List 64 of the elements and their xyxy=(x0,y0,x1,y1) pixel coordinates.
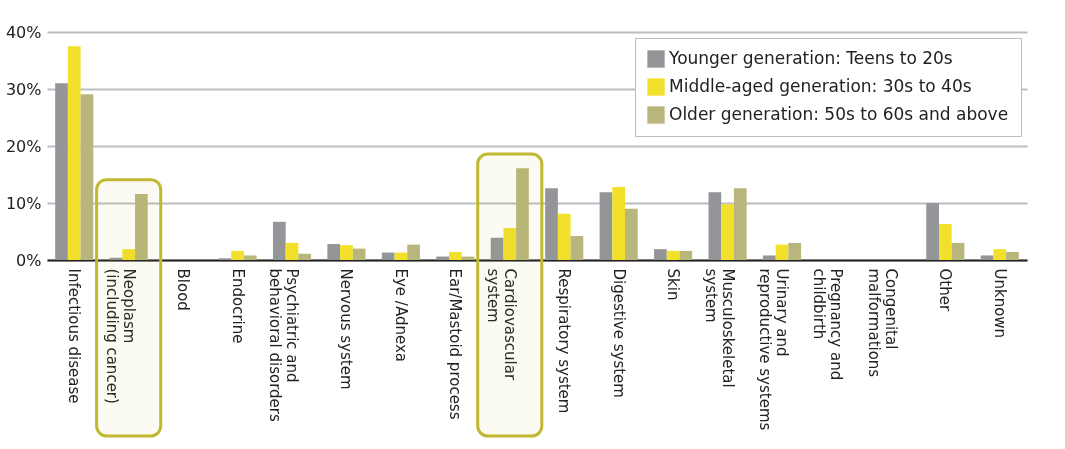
bar xyxy=(708,192,722,260)
x-tick-label: Endocrine xyxy=(228,268,247,344)
y-tick-label: 20% xyxy=(5,136,42,156)
bar xyxy=(721,204,734,260)
x-tick-label: Blood xyxy=(174,268,193,311)
bar xyxy=(327,244,341,260)
x-tick-label: Other xyxy=(936,268,955,312)
bar xyxy=(938,224,952,260)
bar xyxy=(298,253,312,260)
bar xyxy=(545,188,558,260)
x-tick-label: Eye /Adnexa xyxy=(391,268,410,362)
bar xyxy=(272,221,286,260)
x-tick-label: Skin xyxy=(664,268,683,301)
bar xyxy=(407,244,420,260)
x-tick-label: Musculoskeletal system xyxy=(701,268,737,388)
y-tick-label: 10% xyxy=(5,193,42,213)
x-tick-label: Ear/Mastoid process xyxy=(446,268,465,420)
y-tick-label: 40% xyxy=(5,22,42,42)
bar xyxy=(231,250,244,260)
bar xyxy=(122,249,136,260)
bar xyxy=(570,236,584,260)
bar xyxy=(654,249,667,260)
legend-label: Older generation: 50s to 60s and above xyxy=(669,104,1009,124)
bar xyxy=(788,242,802,260)
bar xyxy=(733,188,747,260)
bar xyxy=(612,187,626,260)
bar xyxy=(80,94,94,260)
bar xyxy=(980,255,994,260)
bar xyxy=(679,250,693,260)
bar xyxy=(951,242,965,260)
y-tick-label: 0% xyxy=(16,250,42,270)
bar xyxy=(625,208,638,260)
x-tick-label: Psychiatric and behavioral disorders xyxy=(266,268,301,422)
bar xyxy=(381,252,395,260)
bar xyxy=(516,168,529,260)
bar xyxy=(436,256,449,260)
bar xyxy=(285,242,299,260)
bar xyxy=(503,228,517,260)
bar xyxy=(340,245,353,260)
x-tick-label: Respiratory system xyxy=(555,268,574,414)
x-tick-label: Digestive system xyxy=(609,268,628,398)
bar xyxy=(67,46,81,260)
bar xyxy=(926,203,939,260)
x-tick-label: Infectious disease xyxy=(65,268,84,404)
x-tick-label: Neoplasm (including cancer) xyxy=(102,268,138,404)
bar xyxy=(762,255,776,260)
bar xyxy=(448,252,462,260)
bar xyxy=(599,192,613,260)
x-tick-label: Nervous system xyxy=(337,268,356,390)
bar xyxy=(352,248,366,260)
bar xyxy=(243,255,257,260)
bar xyxy=(135,193,148,260)
bar xyxy=(490,237,504,260)
legend-label: Younger generation: Teens to 20s xyxy=(668,48,953,68)
y-tick-label: 30% xyxy=(5,79,42,99)
bar xyxy=(55,83,68,260)
bar xyxy=(775,244,789,260)
bar xyxy=(557,213,571,260)
x-tick-label: Cardiovascular system xyxy=(483,268,519,381)
legend-label: Middle-aged generation: 30s to 40s xyxy=(669,76,972,96)
bar xyxy=(1006,252,1019,260)
x-tick-label: Unknown xyxy=(990,268,1009,339)
bar xyxy=(666,250,680,260)
bar xyxy=(993,249,1007,260)
